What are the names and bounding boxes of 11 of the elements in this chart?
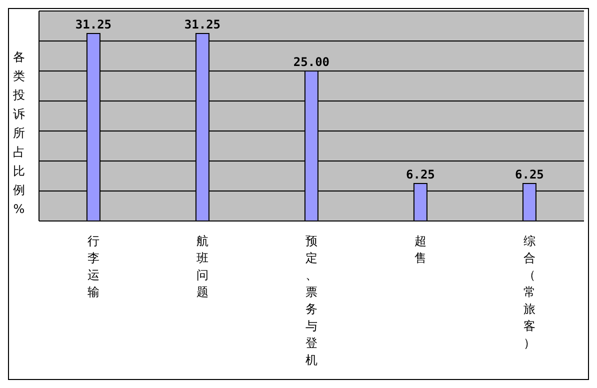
x-tick-label: 行李运输 [88,234,100,299]
x-tick-label: 航班问题 [196,234,208,299]
x-tick-label: 超售 [414,234,426,265]
data-label: 31.25 [184,18,221,32]
data-label: 31.25 [75,18,112,32]
data-label: 6.25 [515,168,544,182]
data-label: 25.00 [293,55,330,69]
text: 各类投诉所占比例% [13,50,25,216]
data-label: 6.25 [406,168,435,182]
x-tick-label: 综合（常旅客） [524,234,536,350]
x-tick-label: 预定、票务与登机 [306,234,318,367]
